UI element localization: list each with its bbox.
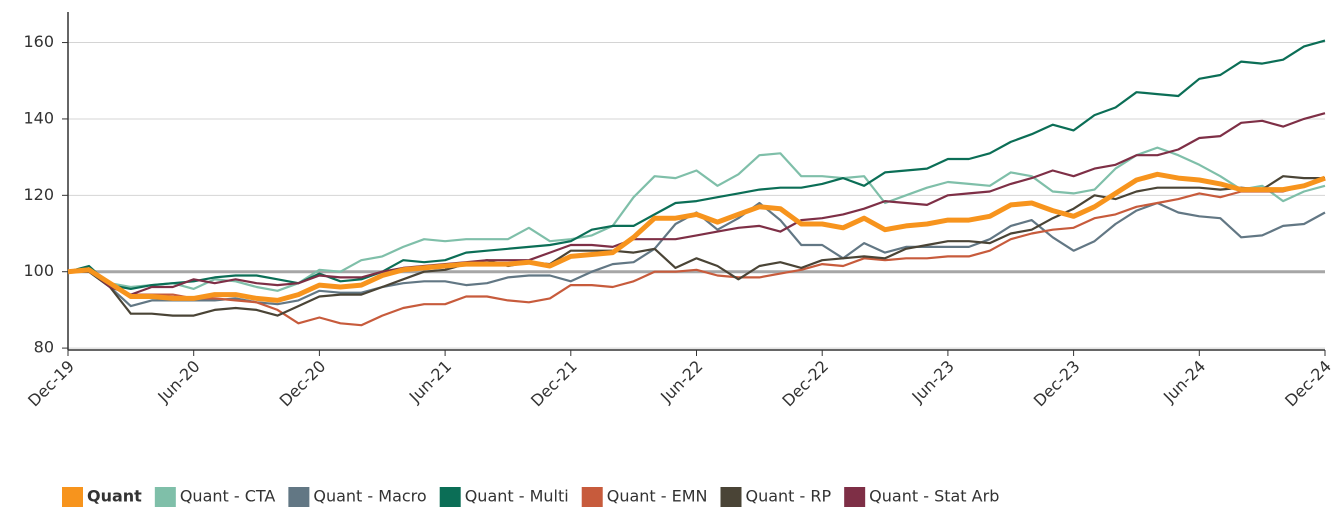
legend-item: Quant - EMN [581, 487, 708, 507]
legend-swatch [154, 487, 176, 507]
legend-swatch [288, 487, 310, 507]
legend-swatch [720, 487, 742, 507]
series-line [67, 112, 1326, 296]
legend-item: Quant - Multi [439, 487, 569, 507]
legend-label: Quant - EMN [607, 487, 708, 506]
x-tick-label: Dec-22 [778, 357, 832, 411]
x-tick-label: Dec-24 [1281, 357, 1335, 411]
y-tick-label: 80 [34, 338, 54, 357]
x-tick-label: Jun-20 [153, 357, 203, 407]
series-line [68, 175, 1325, 317]
x-tick-label: Dec-23 [1030, 357, 1084, 411]
x-tick-label: Jun-21 [405, 357, 455, 407]
series-line [68, 177, 1326, 327]
legend-swatch [844, 487, 866, 507]
x-tick-label: Dec-20 [276, 357, 330, 411]
x-tick-label: Dec-19 [24, 357, 78, 411]
series-line [68, 201, 1326, 308]
legend-label: Quant - Stat Arb [869, 487, 999, 506]
legend-label: Quant - Multi [465, 487, 569, 506]
legend-item: Quant [62, 487, 142, 507]
legend-swatch [439, 487, 461, 507]
x-tick-label: Jun-23 [908, 357, 958, 407]
legend-item: Quant - CTA [154, 487, 276, 507]
legend-item: Quant - RP [720, 487, 832, 507]
y-tick-label: 160 [23, 32, 54, 51]
y-tick-label: 120 [23, 185, 54, 204]
y-tick-label: 140 [23, 108, 54, 127]
series-line [67, 39, 1326, 290]
legend-item: Quant - Macro [288, 487, 427, 507]
legend-label: Quant - RP [746, 487, 832, 506]
legend-swatch [581, 487, 603, 507]
legend-label: Quant - Macro [313, 487, 426, 506]
legend-swatch [62, 487, 83, 507]
x-tick-label: Jun-22 [656, 357, 706, 407]
x-tick-label: Dec-21 [527, 357, 581, 411]
x-tick-label: Jun-24 [1159, 357, 1209, 407]
series-line [67, 146, 1326, 292]
y-tick-label: 100 [23, 261, 54, 280]
legend-item: Quant - Stat Arb [844, 487, 999, 507]
legend-label: Quant - CTA [180, 487, 276, 506]
legend-label: Quant [87, 487, 142, 506]
series-line [67, 171, 1326, 303]
